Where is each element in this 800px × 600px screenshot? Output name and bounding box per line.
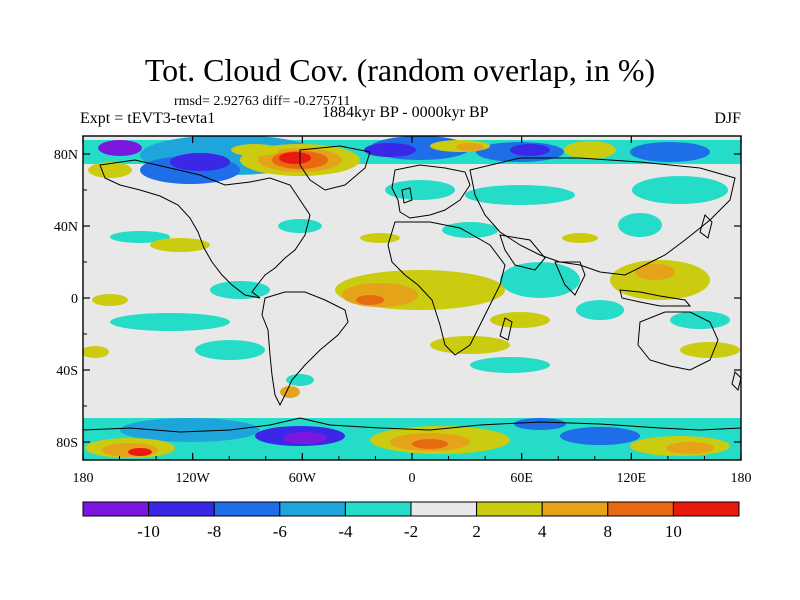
anomaly-teal — [385, 180, 455, 200]
colorbar-swatch — [213, 501, 281, 517]
anomaly-teal — [670, 311, 730, 329]
stats-text: rmsd= 2.92763 diff= -0.275711 — [174, 94, 351, 109]
colorbar-label: -8 — [207, 522, 221, 541]
coastline-greenland — [299, 145, 371, 191]
coastline-india — [554, 261, 586, 296]
antarctic-anomaly-teal — [350, 419, 410, 429]
anomaly-teal — [465, 185, 575, 205]
anomaly-teal — [195, 340, 265, 360]
antarctic-anomaly-blue — [560, 427, 640, 445]
antarctic-anomaly-blue — [120, 418, 260, 442]
y-tick-label: 40N — [54, 220, 78, 235]
colorbar: -10 -8 -6 -4 -2 2 4 8 10 — [82, 501, 740, 541]
x-tick-label: 0 — [409, 471, 416, 486]
x-tick-label: 60W — [289, 471, 317, 486]
coastlines — [83, 145, 741, 433]
colorbar-label: 2 — [472, 522, 481, 541]
period-label: 1884kyr BP - 0000kyr BP — [322, 104, 489, 121]
anomaly-yellow — [92, 294, 128, 306]
antarctic-anomaly-blue — [514, 418, 566, 430]
x-axis: 180 120W 60W 0 60E 120E 180 — [73, 136, 752, 486]
coastline-madagascar — [499, 317, 513, 341]
x-tick-label: 180 — [731, 471, 752, 486]
anomaly-teal — [210, 281, 270, 299]
colorbar-label: -4 — [338, 522, 353, 541]
colorbar-label: 10 — [665, 522, 682, 541]
anomaly-yellow — [680, 342, 740, 358]
map-title: Tot. Cloud Cov. (random overlap, in %) — [144, 52, 656, 88]
anomaly-yellow — [83, 346, 109, 358]
arctic-anomaly-red — [279, 152, 311, 164]
anomaly-teal — [278, 219, 322, 233]
y-tick-label: 0 — [71, 292, 78, 307]
anomaly-yellow — [360, 233, 400, 243]
x-tick-label: 60E — [510, 471, 533, 486]
anomaly-teal — [110, 313, 230, 331]
anomaly-teal — [576, 300, 624, 320]
anomaly-yellow — [490, 312, 550, 328]
anomaly-teal — [110, 231, 170, 243]
antarctic-anomaly-darkorange — [412, 439, 448, 449]
coastline-uk — [401, 187, 413, 204]
coastline-indonesia — [619, 289, 692, 307]
x-tick-label: 120W — [176, 471, 211, 486]
arctic-anomaly-violet — [510, 144, 550, 156]
arctic-anomaly-blue — [630, 142, 710, 162]
colorbar-swatch — [148, 501, 215, 517]
coastline-australia — [637, 311, 719, 371]
coastline-africa — [387, 221, 506, 356]
colorbar-swatch — [541, 501, 609, 517]
arctic-anomaly-yellow — [231, 144, 279, 156]
colorbar-swatch — [476, 501, 543, 517]
y-tick-label: 40S — [56, 364, 78, 379]
x-tick-label: 120E — [617, 471, 647, 486]
colorbar-swatch — [344, 501, 412, 517]
y-tick-label: 80S — [56, 436, 78, 451]
arctic-anomaly-yellow — [564, 141, 616, 159]
coastline-new-zealand — [731, 371, 741, 391]
anomaly-yellow — [562, 233, 598, 243]
anomaly-teal — [286, 374, 314, 386]
arctic-anomaly-purple — [98, 140, 142, 156]
coastline-europe — [391, 164, 471, 219]
x-tick-label: 180 — [73, 471, 94, 486]
colorbar-swatch — [607, 501, 674, 517]
colorbar-swatch — [82, 501, 150, 517]
coastline-north-america — [99, 159, 311, 299]
anomaly-yellow — [150, 238, 210, 252]
colorbar-label: -6 — [273, 522, 287, 541]
antarctic-anomaly-red — [128, 448, 152, 456]
arctic-anomaly-orange — [456, 143, 484, 151]
colorbar-swatch — [410, 501, 478, 517]
experiment-label: Expt = tEVT3-tevta1 — [80, 110, 216, 127]
coastline-antarctica — [83, 417, 741, 433]
colorbar-swatch — [672, 501, 740, 517]
anomaly-darkorange — [356, 295, 384, 305]
y-axis: 80N 40N 0 40S 80S — [54, 148, 741, 451]
coastline-arabia — [499, 234, 546, 271]
anomaly-orange — [635, 264, 675, 280]
anomaly-teal — [500, 262, 580, 298]
coastline-japan — [699, 214, 713, 239]
arctic-anomaly-violet — [364, 143, 416, 157]
antarctic-anomaly-purple — [283, 432, 327, 444]
y-tick-label: 80N — [54, 148, 78, 163]
anomaly-orange — [280, 386, 300, 398]
anomaly-teal — [442, 222, 498, 238]
anomaly-teal — [632, 176, 728, 204]
coastline-south-america — [261, 291, 349, 407]
anomaly-teal — [618, 213, 662, 237]
colorbar-label: -2 — [404, 522, 418, 541]
season-label: DJF — [714, 110, 741, 127]
anomaly-teal — [470, 357, 550, 373]
antarctic-anomaly-orange — [666, 442, 714, 454]
arctic-anomaly-yellow — [88, 162, 132, 178]
colorbar-label: 4 — [538, 522, 547, 541]
colorbar-label: -10 — [137, 522, 160, 541]
arctic-anomaly-violet — [170, 153, 230, 171]
colorbar-swatch — [279, 501, 346, 517]
colorbar-label: 8 — [604, 522, 613, 541]
